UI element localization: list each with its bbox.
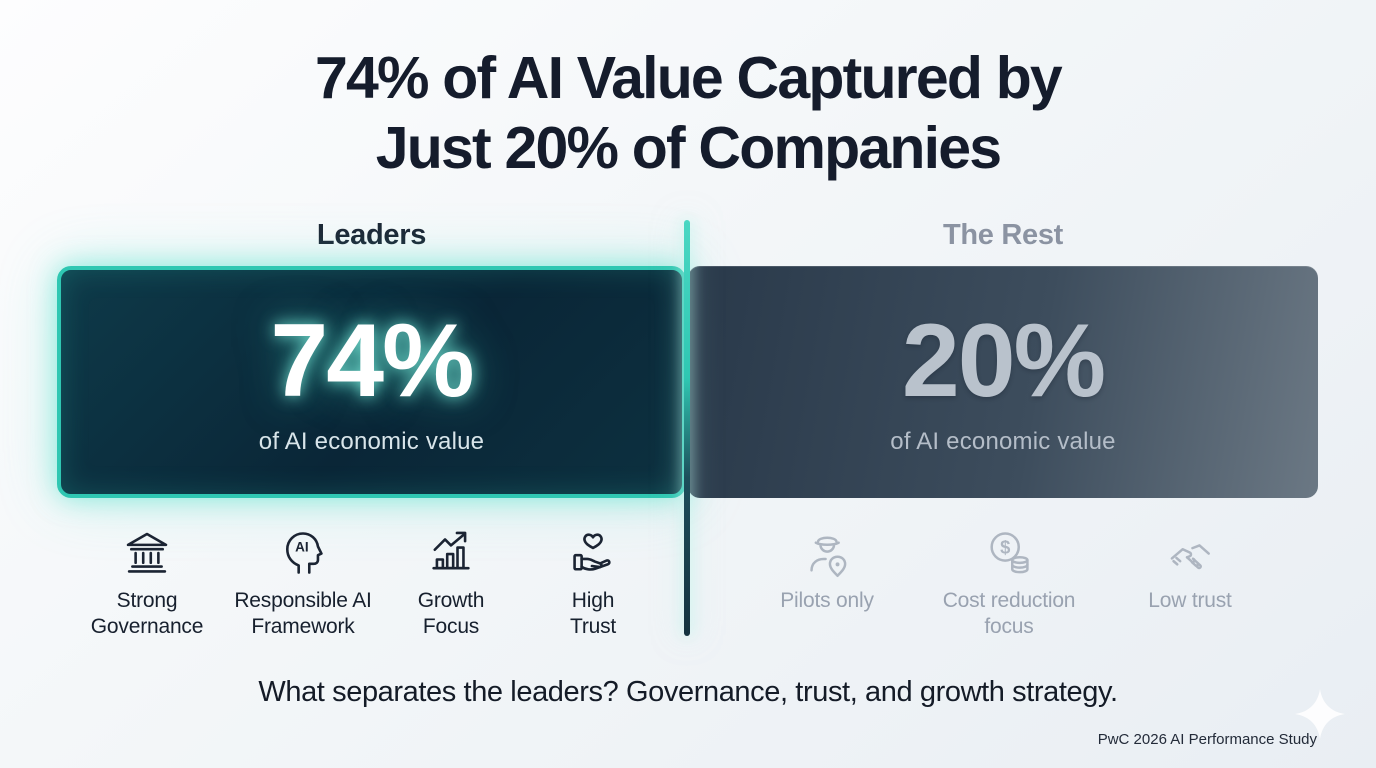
trait-label: Growth Focus xyxy=(417,589,485,639)
cost-coins-icon: $ xyxy=(983,527,1035,579)
svg-text:$: $ xyxy=(1000,537,1010,558)
growth-chart-icon xyxy=(425,527,477,579)
rest-stat-value: 20% xyxy=(901,302,1106,419)
leaders-stat-panel: 74% of AI economic value xyxy=(57,266,686,498)
hand-heart-icon xyxy=(567,527,619,579)
rest-stat-caption: of AI economic value xyxy=(890,427,1116,455)
leaders-stat-value: 74% xyxy=(270,302,474,419)
svg-text:AI: AI xyxy=(295,539,309,554)
trait-label: Pilots only xyxy=(780,589,874,612)
rest-stat-panel: 20% of AI economic value xyxy=(688,266,1318,498)
trait-label: Low trust xyxy=(1148,589,1232,612)
rest-column-label: The Rest xyxy=(942,219,1064,251)
trait-label: Cost reduction focus xyxy=(942,589,1076,639)
source-attribution: PwC 2026 AI Performance Study xyxy=(1097,731,1317,748)
tagline: What separates the leaders? Governance, … xyxy=(258,676,1118,708)
leaders-column-label: Leaders xyxy=(316,219,427,251)
trait-high-trust: High Trust xyxy=(553,527,633,640)
title-line-2: Just 20% of Companies xyxy=(375,114,1002,181)
sparkle-icon xyxy=(1294,688,1346,740)
title-line-1: 74% of AI Value Captured by xyxy=(315,45,1063,111)
pilot-icon xyxy=(801,527,853,579)
trait-pilots-only: Pilots only xyxy=(780,527,874,614)
bank-icon xyxy=(121,527,173,579)
trait-responsible-ai-framework: AI Responsible AI Framework xyxy=(228,527,378,640)
column-divider xyxy=(684,220,690,636)
trait-label: Strong Governance xyxy=(90,589,204,639)
trait-label: Responsible AI Framework xyxy=(234,589,372,639)
handshake-icon xyxy=(1164,527,1216,579)
trait-strong-governance: Strong Governance xyxy=(77,527,217,640)
trait-growth-focus: Growth Focus xyxy=(401,527,501,640)
trait-cost-reduction-focus: $ Cost reduction focus xyxy=(929,527,1089,640)
responsible-ai-head-icon: AI xyxy=(277,527,329,579)
leaders-stat-caption: of AI economic value xyxy=(258,427,485,455)
trait-low-trust: Low trust xyxy=(1148,527,1232,614)
trait-label: High Trust xyxy=(569,589,617,639)
page-title: 74% of AI Value Captured by Just 20% of … xyxy=(0,44,1376,183)
